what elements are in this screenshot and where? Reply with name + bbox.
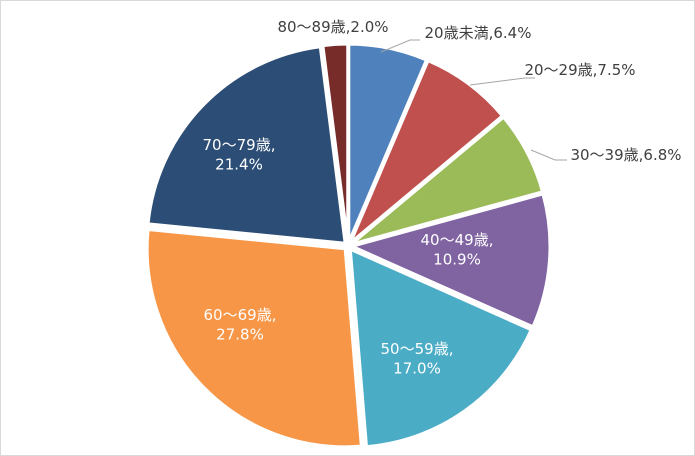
slice-label-line: 10.9% xyxy=(433,251,481,269)
leader-line-0 xyxy=(380,39,420,53)
slice-label-0: 20歳未満,6.4% xyxy=(425,24,532,42)
pie-slice-4 xyxy=(348,246,534,449)
leader-line-1 xyxy=(469,77,535,86)
slice-label-line: 40～49歳, xyxy=(421,231,494,249)
slice-label-line: 21.4% xyxy=(215,156,263,174)
pie-slice-7 xyxy=(321,42,350,243)
slice-label-7: 80～89歳,2.0% xyxy=(277,18,388,36)
pie-slice-3 xyxy=(347,192,552,329)
slice-label-1: 20～29歳,7.5% xyxy=(524,61,635,79)
slice-label-5: 60～69歳, 27.8% xyxy=(204,306,277,344)
leader-line-2 xyxy=(530,149,567,161)
slice-label-line: 17.0% xyxy=(393,360,441,378)
slice-label-3: 40～49歳, 10.9% xyxy=(421,231,494,269)
pie-slice-1 xyxy=(349,58,505,244)
slice-label-line: 50～59歳, xyxy=(381,340,454,358)
slice-label-6: 70～79歳, 21.4% xyxy=(203,136,276,174)
slice-label-line: 60～69歳, xyxy=(204,306,277,324)
slice-label-2: 30～39歳,6.8% xyxy=(570,146,681,164)
pie-slice-6 xyxy=(146,45,347,245)
slice-label-line: 70～79歳, xyxy=(203,136,276,154)
slice-label-line: 27.8% xyxy=(216,326,264,344)
pie-slice-2 xyxy=(350,115,545,246)
pie-slice-5 xyxy=(145,227,363,449)
slice-label-4: 50～59歳, 17.0% xyxy=(381,340,454,378)
